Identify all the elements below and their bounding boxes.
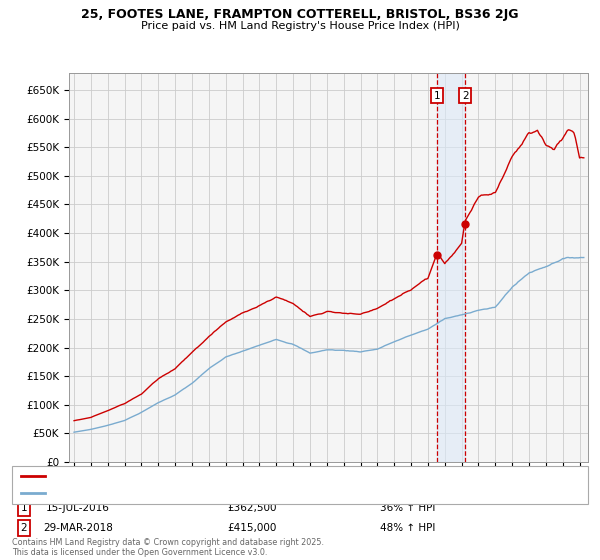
Text: 1: 1 — [20, 503, 28, 514]
Text: 15-JUL-2016: 15-JUL-2016 — [46, 503, 110, 514]
Text: 36% ↑ HPI: 36% ↑ HPI — [380, 503, 436, 514]
Text: HPI: Average price, semi-detached house, South Gloucestershire: HPI: Average price, semi-detached house,… — [50, 488, 357, 497]
Text: 29-MAR-2018: 29-MAR-2018 — [43, 523, 113, 533]
Text: Contains HM Land Registry data © Crown copyright and database right 2025.
This d: Contains HM Land Registry data © Crown c… — [12, 538, 324, 557]
Text: £415,000: £415,000 — [227, 523, 277, 533]
Text: 25, FOOTES LANE, FRAMPTON COTTERELL, BRISTOL, BS36 2JG (semi-detached house): 25, FOOTES LANE, FRAMPTON COTTERELL, BRI… — [50, 472, 457, 480]
Text: 1: 1 — [434, 91, 440, 101]
Text: £362,500: £362,500 — [227, 503, 277, 514]
Text: Price paid vs. HM Land Registry's House Price Index (HPI): Price paid vs. HM Land Registry's House … — [140, 21, 460, 31]
Text: 2: 2 — [20, 523, 28, 533]
Text: 25, FOOTES LANE, FRAMPTON COTTERELL, BRISTOL, BS36 2JG: 25, FOOTES LANE, FRAMPTON COTTERELL, BRI… — [81, 8, 519, 21]
Bar — [437, 73, 465, 462]
Text: 48% ↑ HPI: 48% ↑ HPI — [380, 523, 436, 533]
Text: 2: 2 — [462, 91, 469, 101]
